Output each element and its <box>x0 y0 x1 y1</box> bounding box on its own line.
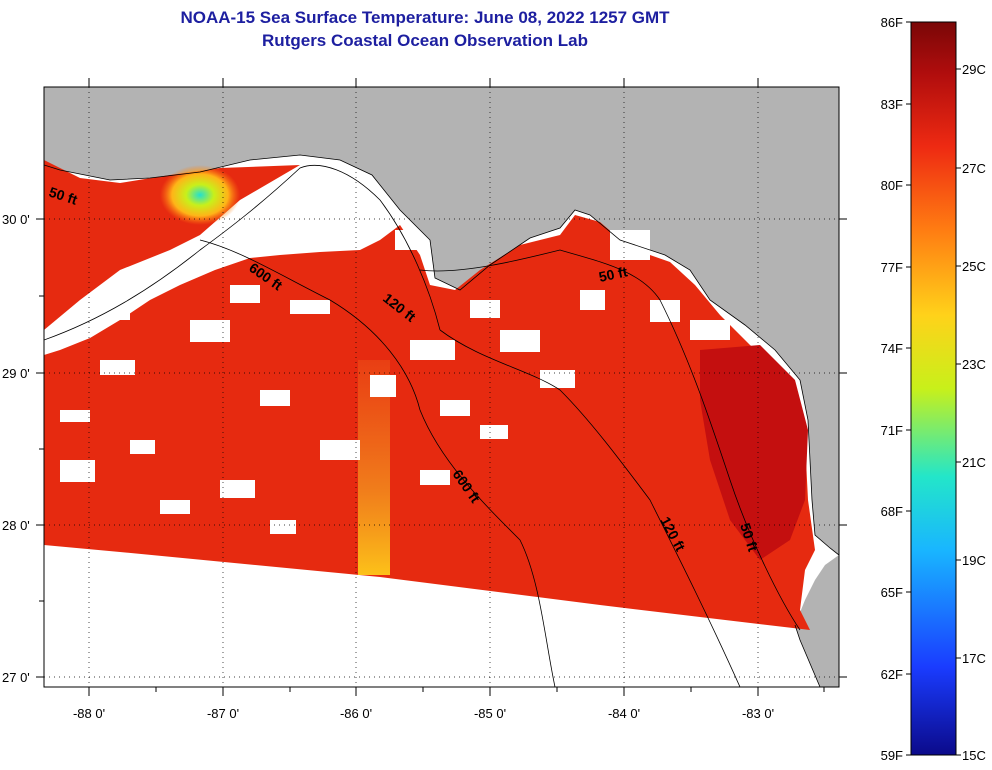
longitude-label: -88 0' <box>73 706 105 721</box>
latitude-label: 27 0' <box>2 670 30 685</box>
colorbar-gradient <box>910 21 957 756</box>
colorbar-c-label: 15C <box>962 748 986 763</box>
colorbar-c-label: 25C <box>962 259 986 274</box>
colorbar-f-label: 77F <box>881 260 903 275</box>
colorbar-f-label: 83F <box>881 97 903 112</box>
latitude-label: 29 0' <box>2 366 30 381</box>
sst-field <box>44 160 815 630</box>
colorbar-c-label: 23C <box>962 357 986 372</box>
map-panel: 50 ft 600 ft 120 ft 50 ft 600 ft 120 ft … <box>36 78 847 696</box>
colorbar-f-label: 65F <box>881 585 903 600</box>
contour-label-50ft-bigbend: 50 ft <box>597 263 629 285</box>
depth-contours <box>44 164 801 687</box>
longitude-label: -86 0' <box>340 706 372 721</box>
longitude-label: -83 0' <box>742 706 774 721</box>
graticule <box>44 87 839 687</box>
title-block: NOAA-15 Sea Surface Temperature: June 08… <box>0 6 850 52</box>
colorbar-c-label: 21C <box>962 455 986 470</box>
colorbar-c-label: 17C <box>962 651 986 666</box>
colorbar: 86F 83F 80F 77F 74F 71F 68F 65F 62F 59F … <box>881 15 986 763</box>
land-mass <box>44 87 839 555</box>
latitude-label: 28 0' <box>2 518 30 533</box>
longitude-label: -84 0' <box>608 706 640 721</box>
colorbar-f-label: 62F <box>881 667 903 682</box>
colorbar-c-label: 27C <box>962 161 986 176</box>
cloud-gaps <box>60 230 730 534</box>
colorbar-f-label: 80F <box>881 178 903 193</box>
colorbar-c-label: 29C <box>962 62 986 77</box>
map-subtitle: Rutgers Coastal Ocean Observation Lab <box>262 31 588 50</box>
cool-water-patch <box>160 165 240 225</box>
coastline <box>44 154 839 556</box>
colorbar-f-label: 68F <box>881 504 903 519</box>
colorbar-ticks <box>906 21 961 756</box>
coastline-florida <box>794 624 821 687</box>
colorbar-f-label: 74F <box>881 341 903 356</box>
colorbar-f-label: 71F <box>881 423 903 438</box>
sst-warm-band <box>700 345 808 560</box>
latitude-label: 30 0' <box>2 212 30 227</box>
longitude-label: -85 0' <box>474 706 506 721</box>
map-frame <box>43 86 840 688</box>
map-title: NOAA-15 Sea Surface Temperature: June 08… <box>180 8 670 27</box>
tick-marks <box>36 78 847 696</box>
colorbar-f-label: 86F <box>881 15 903 30</box>
colorbar-f-label: 59F <box>881 748 903 763</box>
colorbar-c-label: 19C <box>962 553 986 568</box>
longitude-label: -87 0' <box>207 706 239 721</box>
